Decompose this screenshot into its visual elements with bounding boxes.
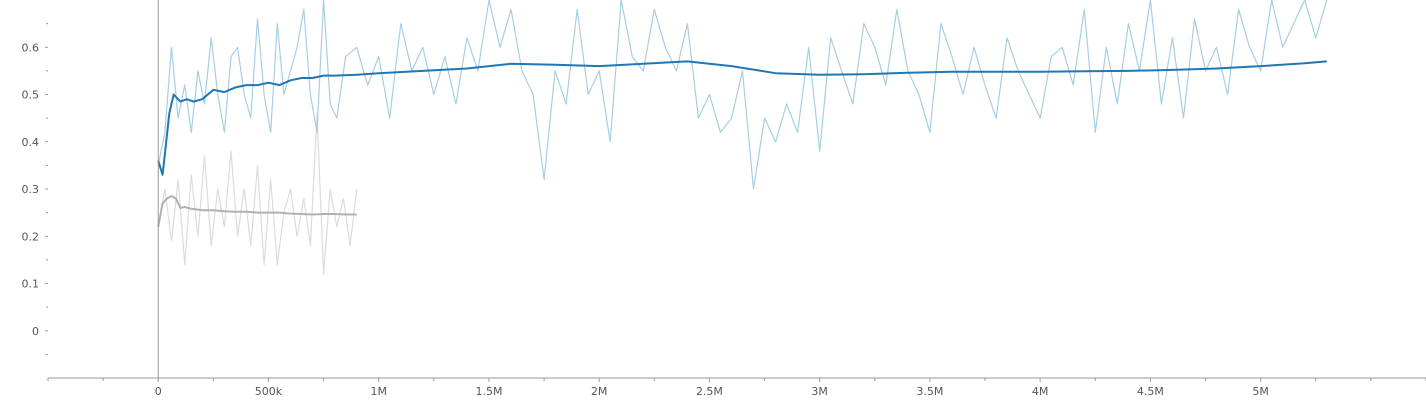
x-tick-label: 5M (1252, 385, 1269, 398)
plot-series (157, 0, 1328, 275)
x-tick-label: 2M (591, 385, 608, 398)
x-tick-label: 3.5M (916, 385, 943, 398)
x-tick-label: 3M (811, 385, 828, 398)
series-line-gray-smoothed (157, 195, 357, 227)
x-tick-label: 4M (1032, 385, 1049, 398)
x-tick-label: 500k (255, 385, 283, 398)
y-tick-label: 0.6 (22, 41, 40, 54)
x-tick-label: 1M (370, 385, 387, 398)
y-tick-label: 0 (32, 325, 39, 338)
series-line-blue-smoothed (157, 60, 1327, 176)
y-tick-label: 0.5 (22, 89, 40, 102)
series-line-gray-raw (157, 112, 358, 275)
y-axis-ticks: 0 0.1 0.2 0.3 0.4 0.5 0.6 (22, 23, 48, 355)
y-tick-label: 0.3 (22, 183, 40, 196)
x-tick-label: 4.5M (1137, 385, 1164, 398)
y-tick-label: 0.4 (22, 136, 40, 149)
x-tick-label: 0 (155, 385, 162, 398)
x-tick-label: 1.5M (475, 385, 502, 398)
axes (48, 0, 1426, 379)
x-axis-ticks: 0 500k 1M 1.5M 2M 2.5M 3M 3.5M 4M 4.5M 5M (47, 378, 1426, 398)
y-tick-label: 0.1 (22, 278, 40, 291)
x-tick-label: 2.5M (696, 385, 723, 398)
y-tick-label: 0.2 (22, 230, 40, 243)
series-line-blue-raw (157, 0, 1328, 190)
